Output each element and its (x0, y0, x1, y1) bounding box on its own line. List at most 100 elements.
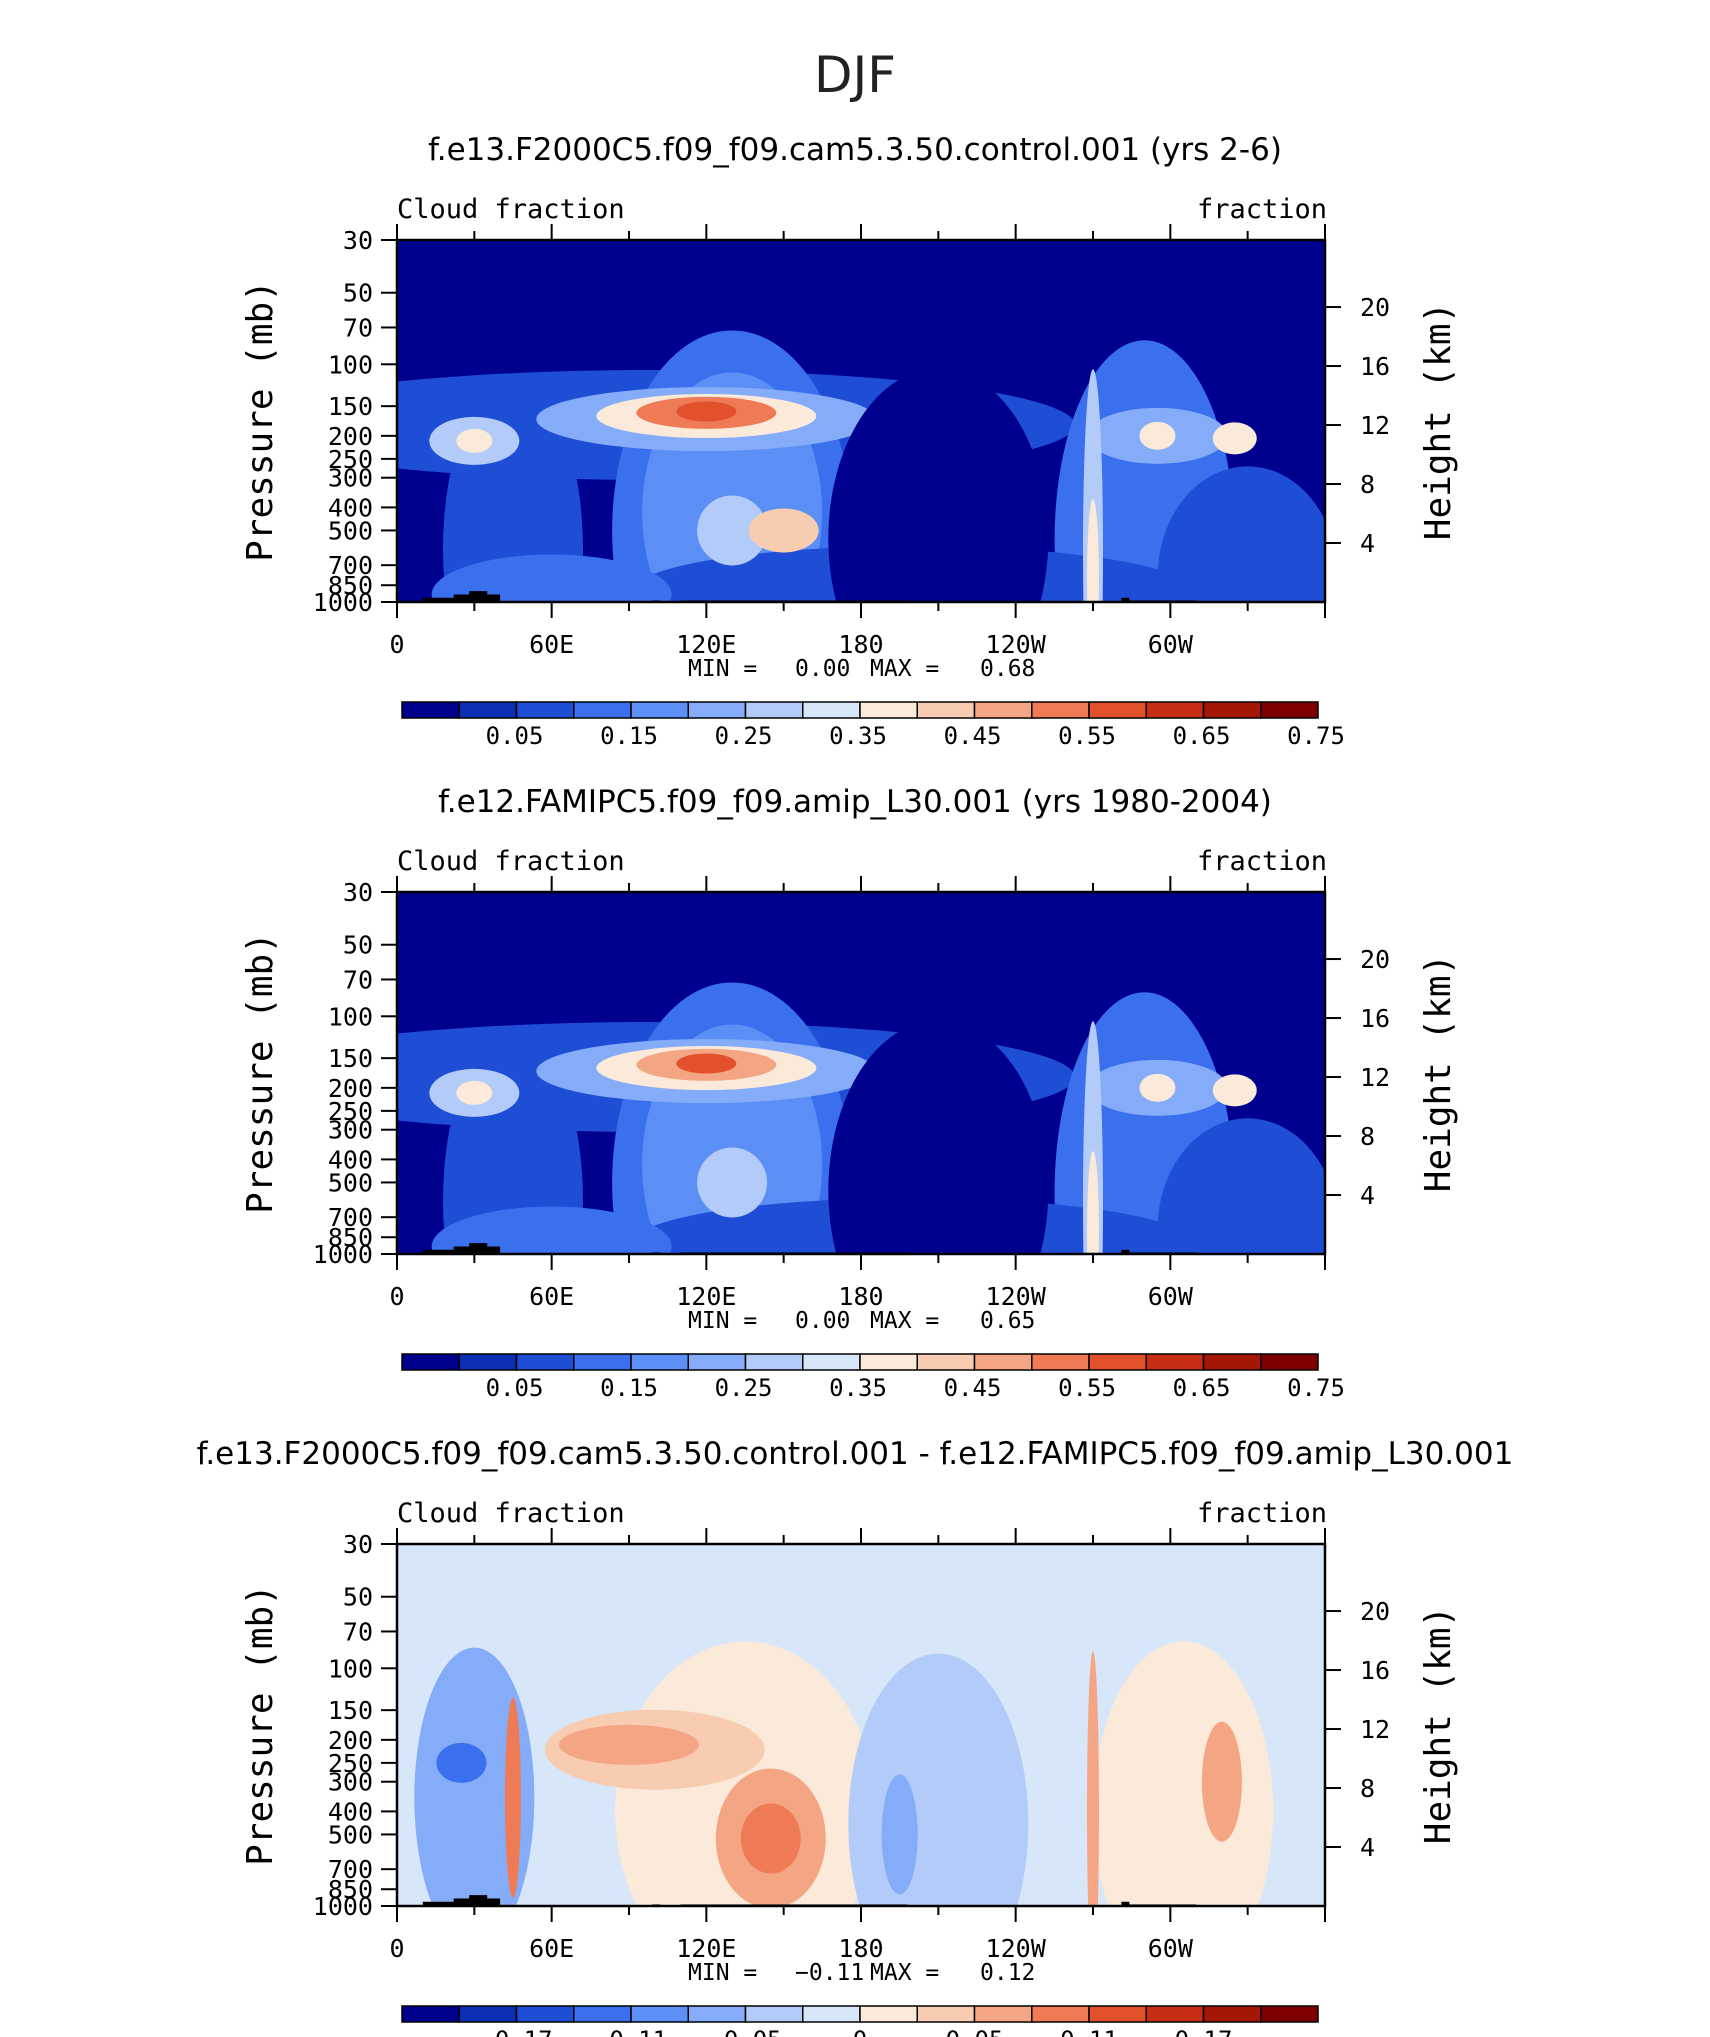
colorbar-label: 0.65 (1173, 722, 1231, 750)
colorbar-label: 0.17 (1175, 2026, 1233, 2037)
colorbar-swatch (1260, 1353, 1319, 1371)
y-tick-label: 100 (328, 350, 373, 379)
colorbar-swatch (973, 701, 1033, 719)
colorbar-label: 0.45 (944, 1374, 1002, 1402)
x-tick-label: 120W (986, 630, 1047, 659)
contour-region (1087, 1651, 1099, 1906)
chart-title: f.e13.F2000C5.f09_f09.cam5.3.50.control.… (197, 1436, 1514, 1472)
y-tick-label: 150 (328, 1044, 373, 1073)
x-tick-label: 0 (389, 1282, 404, 1311)
colorbar-label: 0.05 (946, 2026, 1004, 2037)
min-label: MIN = (688, 1960, 757, 1986)
max-label: MAX = (870, 1308, 939, 1334)
height-tick-label: 12 (1360, 411, 1390, 440)
colorbar-swatch (687, 1353, 747, 1371)
colorbar-swatch (1145, 2005, 1205, 2023)
colorbar-label: 0.15 (600, 1374, 658, 1402)
colorbar-swatch (515, 1353, 575, 1371)
y-tick-label: 300 (328, 1768, 373, 1797)
height-tick-label: 4 (1360, 1181, 1375, 1210)
colorbar-label: 0.05 (486, 1374, 544, 1402)
y-tick-label: 500 (328, 516, 373, 545)
max-label: MAX = (870, 1960, 939, 1986)
y-tick-label: 70 (343, 313, 373, 342)
topography (1121, 1249, 1130, 1254)
min-label: MIN = (688, 656, 757, 682)
colorbar-swatch (1031, 701, 1090, 719)
contour-region (1087, 1150, 1099, 1254)
contour-field (397, 240, 1325, 602)
colorbar-label: 0.55 (1058, 722, 1116, 750)
x-tick-label: 120E (676, 1934, 736, 1963)
max-label: MAX = (870, 656, 939, 682)
contour-region (436, 1742, 487, 1783)
height-tick-label: 8 (1360, 1122, 1375, 1151)
y-tick-label: 50 (343, 279, 373, 308)
left-string: Cloud fraction (397, 1498, 625, 1529)
x-tick-label: 120E (676, 630, 736, 659)
topography (1121, 1901, 1130, 1906)
x-tick-label: 60E (529, 630, 574, 659)
y-axis-label: Pressure (mb) (240, 1584, 281, 1866)
height-tick-label: 12 (1360, 1715, 1390, 1744)
x-tick-label: 120W (986, 1282, 1047, 1311)
y-tick-label: 700 (328, 551, 373, 580)
colorbar-swatch (458, 701, 518, 719)
colorbar-swatch (1031, 1353, 1090, 1371)
contour-region (1157, 1118, 1325, 1254)
chart-panel-2: f.e12.FAMIPC5.f09_f09.amip_L30.001 (yrs … (240, 784, 1459, 1402)
y-axis-label: Pressure (mb) (240, 932, 281, 1214)
colorbar-label: 0.35 (829, 1374, 887, 1402)
colorbar-swatch (1202, 2005, 1262, 2023)
y-tick-label: 200 (328, 422, 373, 451)
colorbar-swatch (1202, 701, 1262, 719)
y-tick-label: 30 (343, 226, 373, 255)
y-tick-label: 30 (343, 1530, 373, 1559)
x-tick-label: 120E (676, 1282, 736, 1311)
height-tick-label: 12 (1360, 1063, 1390, 1092)
colorbar-swatch (458, 2005, 518, 2023)
x-tick-label: 60E (529, 1282, 574, 1311)
contour-region (881, 1774, 918, 1895)
left-string: Cloud fraction (397, 194, 625, 225)
y-tick-label: 100 (328, 1002, 373, 1031)
y2-axis-label: Height (km) (1418, 302, 1459, 540)
contour-region (431, 1206, 672, 1254)
chart-panel-1: f.e13.F2000C5.f09_f09.cam5.3.50.control.… (240, 132, 1459, 750)
x-tick-label: 0 (389, 630, 404, 659)
min-value: 0.00 (795, 656, 850, 682)
height-tick-label: 4 (1360, 529, 1375, 558)
y-tick-label: 400 (328, 493, 373, 522)
y-tick-label: 150 (328, 1696, 373, 1725)
colorbar-label: 0.75 (1287, 722, 1345, 750)
colorbar-swatch (687, 2005, 747, 2023)
y-tick-label: 150 (328, 392, 373, 421)
colorbar-label: 0.35 (829, 722, 887, 750)
contour-region (505, 1697, 521, 1898)
contour-region (1093, 1641, 1274, 1906)
contour-region (697, 495, 768, 566)
colorbar-swatch (744, 2005, 804, 2023)
y-tick-label: 1000 (313, 1240, 373, 1269)
y-tick-label: 200 (328, 1074, 373, 1103)
x-tick-label: 60E (529, 1934, 574, 1963)
height-tick-label: 8 (1360, 1774, 1375, 1803)
colorbar-swatch (573, 701, 632, 719)
topography (422, 1243, 501, 1254)
colorbar-label: 0 (853, 2026, 867, 2037)
colorbar-swatch (573, 2005, 632, 2023)
colorbar-swatch (1260, 2005, 1319, 2023)
y-tick-label: 250 (328, 1097, 373, 1126)
contour-region (1087, 498, 1099, 602)
colorbar-swatch (1031, 2005, 1090, 2023)
colorbar-swatch (1088, 2005, 1147, 2023)
max-value: 0.12 (980, 1960, 1035, 1986)
contour-region (1201, 1721, 1242, 1842)
height-tick-label: 20 (1360, 945, 1390, 974)
colorbar-swatch (916, 701, 976, 719)
contour-region (676, 401, 737, 422)
contour-region (828, 368, 1049, 602)
colorbar-swatch (401, 701, 460, 719)
colorbar-label: 0.11 (1060, 2026, 1118, 2037)
y-tick-label: 500 (328, 1820, 373, 1849)
